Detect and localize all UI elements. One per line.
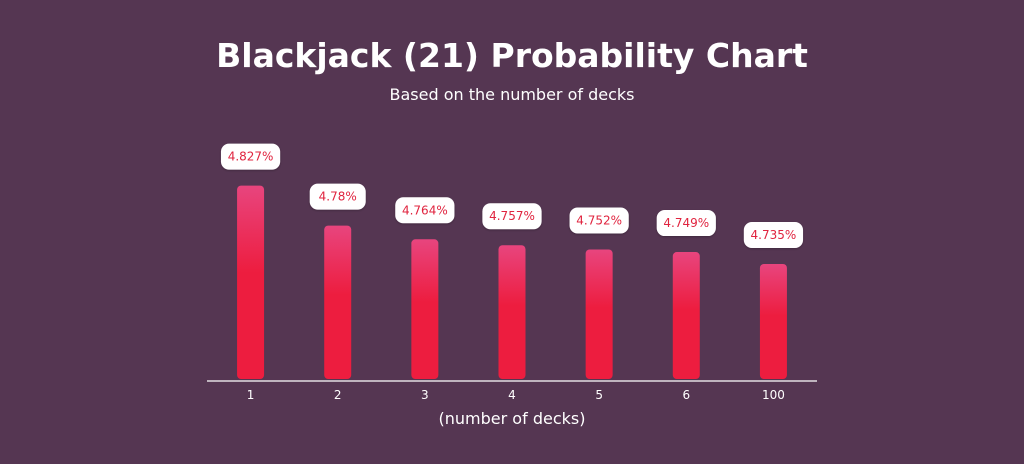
bar-100: [759, 263, 787, 379]
value-label-3: 4.764%: [395, 197, 455, 224]
x-axis-title: (number of decks): [438, 409, 586, 428]
value-label-text: 4.764%: [402, 203, 448, 217]
value-label-text: 4.757%: [489, 209, 535, 223]
value-label-box: [220, 143, 281, 170]
value-label-box: [569, 207, 629, 234]
x-tick-label-5: 5: [595, 388, 603, 402]
value-label-100: 4.735%: [743, 221, 804, 248]
x-tick-label-4: 4: [508, 388, 516, 402]
x-tick-label-6: 6: [682, 388, 690, 402]
value-label-text: 4.735%: [751, 228, 797, 242]
x-tick-label-2: 2: [334, 388, 342, 402]
bar-3: [411, 239, 439, 379]
value-label-box: [395, 197, 455, 224]
value-label-box: [309, 183, 366, 210]
x-tick-labels-group: 1 2 3 4 5 6 100: [247, 388, 785, 402]
value-label-6: 4.749%: [656, 210, 716, 237]
value-label-2: 4.78%: [309, 183, 366, 210]
bars-group: [237, 185, 787, 379]
value-label-box: [482, 203, 542, 230]
bar-5: [585, 249, 613, 379]
value-label-text: 4.752%: [576, 213, 622, 227]
value-label-5: 4.752%: [569, 207, 629, 234]
value-label-text: 4.78%: [319, 190, 357, 204]
x-tick-label-1: 1: [247, 388, 255, 402]
bar-4: [498, 245, 526, 379]
bar-6: [672, 252, 700, 379]
bar-2: [324, 225, 352, 379]
value-label-box: [656, 210, 716, 237]
chart-subtitle: Based on the number of decks: [389, 85, 635, 104]
value-label-text: 4.827%: [228, 150, 274, 164]
value-label-4: 4.757%: [482, 203, 542, 230]
value-labels-group: 4.827% 4.78% 4.764% 4.757% 4.752% 4.749% 4.735…: [220, 143, 804, 248]
value-label-box: [743, 221, 804, 248]
value-label-1: 4.827%: [220, 143, 281, 170]
x-tick-label-3: 3: [421, 388, 429, 402]
x-tick-label-100: 100: [762, 388, 785, 402]
bar-1: [237, 185, 265, 379]
value-label-text: 4.749%: [663, 216, 709, 230]
chart-title: Blackjack (21) Probability Chart: [216, 36, 808, 75]
